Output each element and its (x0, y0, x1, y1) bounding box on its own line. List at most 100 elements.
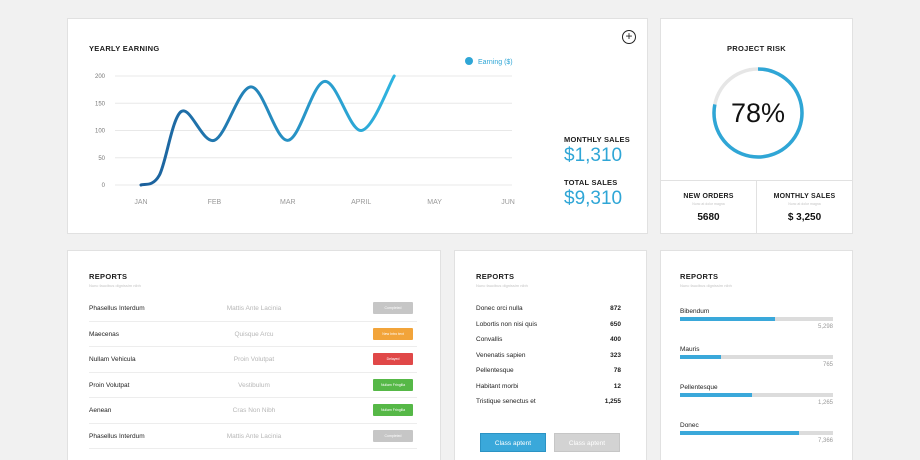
legend-label: Earning ($) (478, 59, 513, 66)
table-row: Phasellus Interdum Mattis Ante Lacinia Com… (89, 296, 417, 322)
list-item: Venenatis sapien 323 (476, 352, 621, 368)
total-sales-stat: TOTAL SALES $9,310 (564, 178, 622, 210)
x-tick-label: JUN (501, 199, 515, 206)
reports-list: Phasellus Interdum Mattis Ante Lacinia Com… (89, 296, 417, 449)
new-orders-label: NEW ORDERS (683, 193, 734, 200)
project-risk-card: PROJECT RISK 78% NEW ORDERS Nunc at dolo… (660, 18, 853, 234)
table-row: Maecenas Quisque Arcu New Intro text (89, 322, 417, 347)
status-badge[interactable]: Completed (373, 302, 413, 314)
item-label: Lobortis non nisi quis (476, 320, 538, 328)
status-badge[interactable]: Nullam Fringilla (373, 378, 413, 391)
card-subtitle: Nunc faucibus dignissim nibh (680, 283, 732, 288)
monthly-sales-label: MONTHLY SALES (564, 135, 630, 144)
progress-track (680, 317, 833, 321)
legend-dot-icon (465, 57, 473, 65)
table-row: Proin Volutpat Vestibulum Nullam Fringilla (89, 373, 417, 398)
item-value: 1,255 (604, 398, 621, 405)
status-badge[interactable]: Delayed (373, 353, 413, 365)
x-tick-label: JAN (134, 199, 147, 206)
progress-item: Pellentesque 1,265 (680, 384, 833, 422)
monthly-sales-stat: MONTHLY SALES Nunc at dolor magna $ 3,25… (756, 181, 852, 233)
progress-fill (680, 317, 775, 321)
progress-track (680, 431, 833, 435)
x-tick-label: APRIL (351, 199, 371, 206)
list-item: Pellentesque 78 (476, 367, 621, 383)
table-row: Aenean Cras Non Nibh Nullam Fringilla (89, 398, 417, 424)
risk-percent: 78% (730, 98, 786, 128)
card-subtitle: Nunc faucibus dignissim nibh (476, 283, 528, 288)
row-name: Maecenas (89, 330, 119, 338)
card-header: REPORTS Nunc faucibus dignissim nibh (680, 272, 732, 288)
total-sales-label: TOTAL SALES (564, 178, 618, 187)
card-title: YEARLY EARNING (89, 44, 160, 53)
add-icon[interactable]: + (622, 30, 636, 44)
item-value: 872 (610, 305, 621, 312)
progress-track (680, 355, 833, 359)
row-description: Proin Volutpat (233, 356, 275, 363)
status-badge[interactable]: Nullam Fringilla (373, 404, 413, 416)
progress-fill (680, 431, 800, 435)
card-title: REPORTS (476, 272, 515, 281)
progress-item: Mauris 765 (680, 346, 833, 384)
card-subtitle: Nunc faucibus dignissim nibh (89, 283, 141, 288)
total-sales-value: $9,310 (564, 188, 623, 209)
monthly-sales-value: $1,310 (564, 145, 623, 166)
table-row: Nullam Vehicula Proin Volutpat Delayed (89, 347, 417, 373)
x-tick-label: MAY (427, 199, 442, 206)
class-aptent-button-primary[interactable]: Class aptent (480, 433, 546, 452)
monthly-sales-value: $ 3,250 (787, 212, 822, 223)
new-orders-stat: NEW ORDERS Nunc at dolor magna 5680 (661, 181, 756, 233)
list-item: Lobortis non nisi quis 650 (476, 321, 621, 337)
progress-fill (680, 393, 752, 397)
monthly-sales-stat: MONTHLY SALES $1,310 (564, 135, 630, 167)
chart-legend: Earning ($) (465, 57, 513, 66)
status-badge[interactable]: New Intro text (373, 327, 413, 340)
progress-item: Donec 7,366 (680, 422, 833, 460)
status-badge[interactable]: Completed (373, 429, 413, 442)
y-tick-label: 0 (102, 183, 106, 189)
item-value: 323 (610, 351, 621, 359)
reports-progress-card: REPORTS Nunc faucibus dignissim nibh Bib… (660, 250, 853, 460)
class-aptent-button-secondary[interactable]: Class aptent (554, 433, 620, 452)
row-name: Phasellus Interdum (89, 305, 145, 312)
row-description: Cras Non Nibh (232, 407, 276, 414)
item-label: Donec orci nulla (476, 305, 523, 312)
row-name: Proin Volutpat (89, 381, 130, 389)
yearly-earning-card: 0 50 100 150 200 JAN FEB MAR APRIL MAY JUN YEARLY … (67, 18, 648, 234)
row-description: Mattis Ante Lacinia (226, 432, 282, 440)
card-header: REPORTS Nunc faucibus dignissim nibh (89, 272, 141, 288)
item-label: Venenatis sapien (476, 351, 526, 359)
item-value: 12 (613, 382, 621, 390)
progress-item: Bibendum 5,298 (680, 308, 833, 346)
x-tick-label: MAR (280, 199, 296, 206)
item-value: 78 (613, 367, 621, 374)
y-tick-label: 100 (95, 129, 106, 135)
progress-label: Pellentesque (680, 384, 718, 391)
x-tick-label: FEB (208, 199, 222, 206)
item-value: 400 (610, 336, 621, 343)
list-item: Habitant morbi 12 (476, 383, 621, 399)
item-label: Habitant morbi (476, 382, 519, 390)
table-row: Phasellus Interdum Mattis Ante Lacinia Com… (89, 424, 417, 449)
y-tick-label: 50 (98, 156, 105, 162)
progress-label: Mauris (680, 346, 700, 353)
row-name: Nullam Vehicula (89, 356, 136, 363)
y-tick-label: 200 (95, 74, 106, 80)
card-title: REPORTS (680, 272, 719, 281)
item-label: Pellentesque (476, 367, 514, 374)
reports-list: Bibendum 5,298 Mauris 765 Pellentesque 1,265 D… (680, 308, 833, 460)
progress-label: Bibendum (680, 308, 710, 315)
progress-track (680, 393, 833, 397)
reports-list: Donec orci nulla 872 Lobortis non nisi qui… (476, 305, 621, 414)
y-tick-label: 150 (95, 101, 106, 107)
card-title: PROJECT RISK (726, 44, 787, 53)
row-name: Aenean (89, 407, 112, 414)
progress-value: 765 (822, 362, 833, 368)
row-description: Mattis Ante Lacinia (226, 305, 282, 312)
ring-fill (712, 67, 804, 159)
risk-progress-ring (712, 67, 804, 159)
earning-line-chart: 0 50 100 150 200 JAN FEB MAR APRIL MAY JUN (95, 74, 515, 206)
progress-value: 5,298 (817, 324, 833, 330)
monthly-sales-label: MONTHLY SALES (773, 193, 836, 200)
item-label: Tristique senectus et (476, 398, 536, 405)
